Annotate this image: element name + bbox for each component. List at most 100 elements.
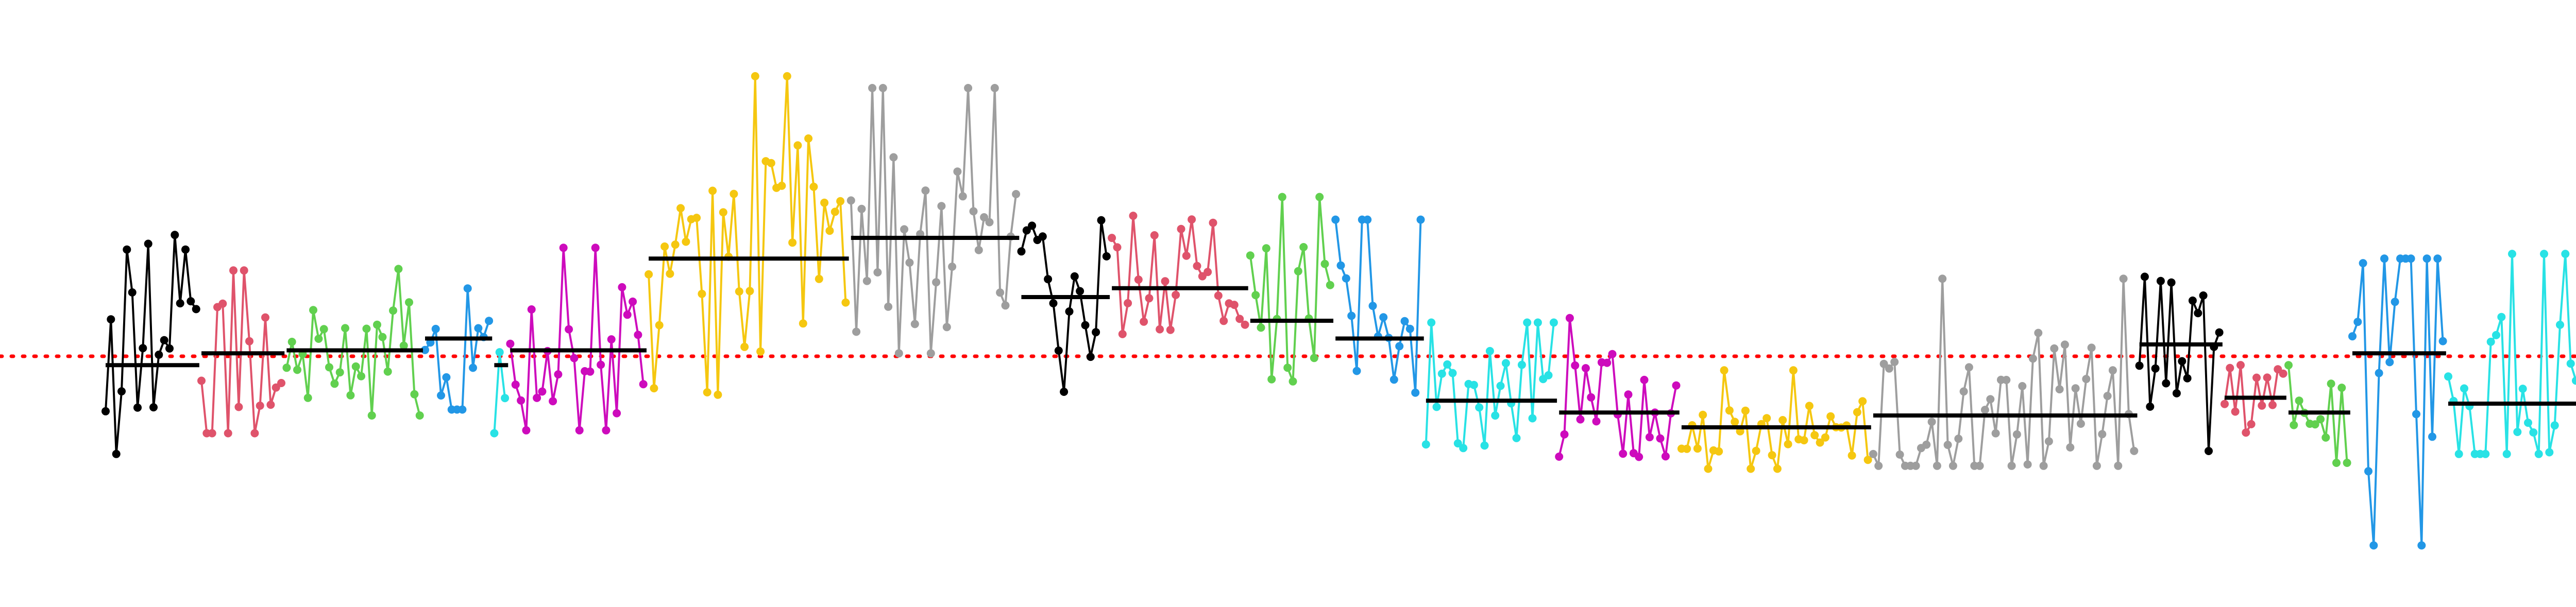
data-point	[2183, 374, 2192, 383]
data-point	[1704, 464, 1713, 473]
data-point	[1608, 350, 1617, 358]
data-point	[921, 186, 930, 195]
data-point	[160, 336, 168, 344]
data-point	[123, 245, 131, 254]
data-point	[2066, 443, 2075, 452]
series-line	[1425, 322, 1555, 450]
series-layer	[101, 72, 2576, 550]
data-point	[250, 429, 259, 438]
data-point	[485, 317, 494, 325]
data-point	[1512, 433, 1521, 442]
data-point	[1209, 218, 1217, 227]
data-point	[2007, 461, 2016, 470]
data-point	[1517, 360, 1526, 369]
data-point	[1118, 329, 1127, 338]
series-line	[1249, 197, 1331, 382]
data-point	[1038, 232, 1047, 241]
data-point	[208, 429, 216, 438]
data-point	[1246, 251, 1255, 260]
series-segment-5	[490, 348, 510, 438]
data-point	[1166, 325, 1175, 334]
series-segment-7	[645, 72, 850, 399]
series-line	[285, 269, 421, 416]
data-point	[2311, 420, 2319, 429]
series-segment-6	[506, 244, 648, 435]
data-point	[1762, 414, 1771, 423]
data-point	[2550, 421, 2559, 430]
data-point	[1485, 346, 1494, 355]
data-point	[357, 372, 365, 380]
data-point	[1576, 415, 1585, 424]
data-point	[623, 310, 632, 319]
data-point	[362, 324, 371, 333]
data-point	[2199, 291, 2208, 300]
data-point	[586, 367, 595, 376]
series-segment-18	[2221, 361, 2287, 437]
data-point	[2236, 361, 2245, 370]
data-point	[2087, 343, 2096, 352]
data-point	[650, 384, 658, 393]
data-point	[554, 370, 563, 379]
data-point	[1044, 275, 1053, 284]
series-segment-4	[421, 284, 494, 414]
data-point	[719, 208, 727, 217]
data-point	[1400, 317, 1409, 325]
data-point	[1241, 320, 1249, 329]
data-point	[1230, 301, 1239, 309]
data-point	[171, 231, 179, 239]
data-point	[1800, 436, 1808, 445]
data-point	[1001, 301, 1010, 310]
data-point	[1097, 216, 1106, 224]
data-point	[1145, 294, 1154, 303]
data-point	[1778, 416, 1787, 424]
data-point	[1565, 314, 1574, 322]
data-point	[410, 390, 419, 398]
series-line	[1872, 279, 2136, 467]
data-point	[1092, 328, 1100, 337]
data-point	[421, 345, 429, 354]
data-point	[1368, 302, 1377, 310]
data-point	[549, 397, 557, 406]
data-point	[1922, 440, 1931, 449]
series-segment-9	[1017, 216, 1111, 396]
data-point	[383, 367, 392, 376]
data-point	[767, 159, 775, 167]
data-point	[2156, 276, 2165, 285]
data-point	[2327, 379, 2335, 388]
data-point	[1523, 318, 1532, 327]
data-point	[2279, 369, 2287, 378]
data-point	[378, 333, 387, 341]
data-point	[570, 354, 579, 362]
data-point	[1177, 224, 1185, 233]
data-point	[437, 391, 445, 400]
data-point	[2215, 328, 2224, 337]
data-point	[1933, 461, 1941, 470]
data-point	[176, 299, 184, 308]
data-point	[197, 376, 206, 385]
data-point	[2247, 420, 2256, 428]
data-point	[1251, 291, 1260, 300]
data-point	[974, 246, 983, 254]
data-point	[1927, 418, 1936, 426]
data-point	[2359, 259, 2367, 268]
series-segment-3	[282, 265, 424, 420]
data-point	[735, 287, 743, 296]
data-point	[618, 283, 626, 291]
data-point	[788, 238, 797, 247]
data-point	[645, 270, 653, 279]
data-point	[676, 204, 685, 213]
data-point	[2258, 401, 2266, 410]
data-point	[2172, 389, 2181, 397]
data-point	[799, 319, 807, 328]
data-point	[1453, 439, 1462, 448]
data-point	[1081, 321, 1090, 329]
data-point	[2321, 433, 2330, 442]
data-point	[144, 239, 152, 248]
series-segment-20	[2348, 254, 2447, 550]
data-point	[1134, 275, 1143, 284]
data-point	[1331, 215, 1340, 224]
data-point	[1980, 406, 1989, 414]
data-point	[2268, 401, 2277, 409]
data-point	[1326, 281, 1334, 289]
data-point	[1395, 342, 1404, 351]
